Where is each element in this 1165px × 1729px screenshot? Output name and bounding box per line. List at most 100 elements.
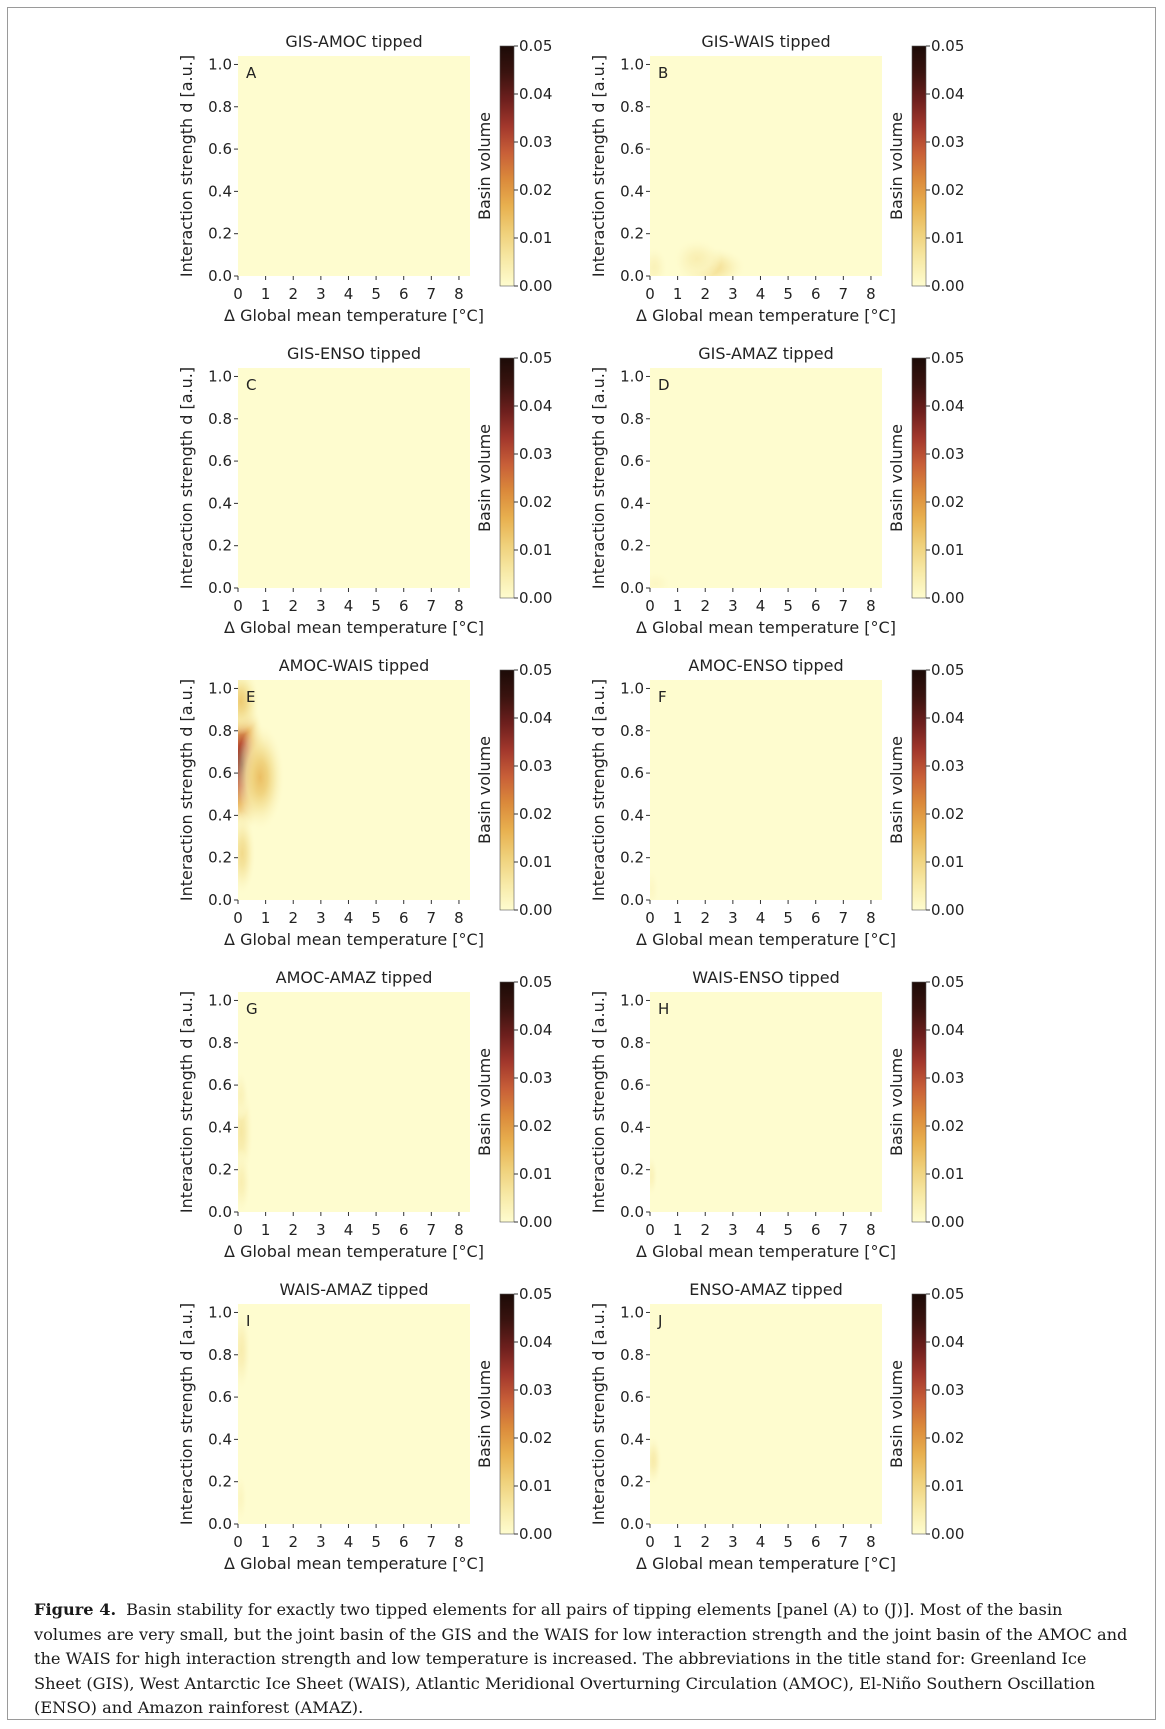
colorbar-tick-label: 0.02	[931, 1117, 964, 1135]
colorbar-tick-label: 0.05	[931, 37, 964, 55]
colorbar	[911, 357, 927, 599]
y-axis-label: Interaction strength d [a.u.]	[177, 991, 196, 1213]
heatmap-background-D	[650, 368, 882, 588]
y-tick-label: 0.2	[208, 1473, 232, 1491]
x-tick-label: 2	[700, 1533, 710, 1551]
figure-caption: Figure 4. Basin stability for exactly two…	[34, 1598, 1134, 1721]
y-tick-label: 0.0	[208, 267, 232, 285]
colorbar	[499, 669, 515, 911]
x-tick-label: 3	[728, 597, 738, 615]
x-tick-label: 4	[756, 597, 766, 615]
x-tick-label: 2	[288, 909, 298, 927]
panel-J: J ENSO-AMAZ tipped 0.0 0.2 0.4 0.6 0.8 1.0 0 1 2 3 4…	[589, 1280, 964, 1573]
panel-title: WAIS-ENSO tipped	[692, 968, 839, 987]
colorbar-tick-label: 0.04	[519, 1333, 552, 1351]
x-tick-label: 3	[728, 285, 738, 303]
x-tick-label: 6	[811, 1533, 821, 1551]
x-tick-label: 8	[454, 1221, 464, 1239]
colorbar-tick-label: 0.00	[931, 901, 964, 919]
x-tick-label: 1	[261, 285, 271, 303]
panel-title: GIS-AMOC tipped	[285, 32, 422, 51]
colorbar-label: Basin volume	[475, 424, 494, 532]
colorbar-tick-label: 0.03	[931, 757, 964, 775]
x-tick-label: 3	[316, 1533, 326, 1551]
panel-C: C GIS-ENSO tipped 0.0 0.2 0.4 0.6 0.8 1.0 0 1 2 3 4 5…	[177, 344, 552, 637]
colorbar-label: Basin volume	[475, 112, 494, 220]
x-tick-label: 4	[344, 1533, 354, 1551]
heatmap-blob	[650, 868, 660, 900]
x-tick-label: 7	[427, 597, 437, 615]
y-tick-label: 0.8	[208, 410, 232, 428]
heatmap-background-H	[650, 992, 882, 1212]
colorbar-tick-label: 0.01	[519, 541, 552, 559]
y-tick-label: 1.0	[620, 679, 644, 697]
colorbar-tick-label: 0.00	[931, 589, 964, 607]
y-axis-label: Interaction strength d [a.u.]	[589, 991, 608, 1213]
y-tick-label: 0.2	[208, 1161, 232, 1179]
y-tick-label: 0.4	[620, 494, 644, 512]
colorbar	[911, 45, 927, 287]
x-tick-label: 7	[427, 909, 437, 927]
x-axis-label: Δ Global mean temperature [°C]	[224, 618, 484, 637]
panel-title: GIS-WAIS tipped	[701, 32, 830, 51]
panel-title: WAIS-AMAZ tipped	[280, 1280, 429, 1299]
x-tick-label: 8	[454, 1533, 464, 1551]
colorbar-label: Basin volume	[475, 1048, 494, 1156]
colorbar-tick-label: 0.03	[519, 1069, 552, 1087]
y-tick-label: 0.6	[208, 1076, 232, 1094]
y-tick-label: 0.8	[208, 98, 232, 116]
colorbar-tick-label: 0.04	[931, 397, 964, 415]
x-tick-label: 5	[371, 1533, 381, 1551]
colorbar-tick-label: 0.02	[931, 1429, 964, 1447]
x-tick-label: 3	[316, 285, 326, 303]
x-tick-label: 3	[728, 1533, 738, 1551]
panel-letter: F	[658, 688, 667, 706]
heatmap-blob	[238, 680, 261, 735]
colorbar	[911, 669, 927, 911]
colorbar-tick-label: 0.01	[931, 229, 964, 247]
x-tick-label: 3	[316, 597, 326, 615]
y-tick-label: 0.8	[208, 1034, 232, 1052]
colorbar-label: Basin volume	[887, 424, 906, 532]
x-tick-label: 6	[399, 285, 409, 303]
x-tick-label: 8	[454, 909, 464, 927]
x-tick-label: 2	[700, 285, 710, 303]
colorbar-tick-label: 0.04	[519, 1021, 552, 1039]
x-tick-label: 2	[700, 1221, 710, 1239]
y-tick-label: 0.6	[620, 1388, 644, 1406]
heatmap-blob	[238, 811, 256, 896]
panel-G: G AMOC-AMAZ tipped 0.0 0.2 0.4 0.6 0.8 1.0 0 1 2 3 4…	[177, 968, 552, 1261]
panel-title: GIS-ENSO tipped	[287, 344, 421, 363]
y-tick-label: 1.0	[208, 679, 232, 697]
colorbar-tick-label: 0.03	[931, 1069, 964, 1087]
y-tick-label: 0.2	[620, 537, 644, 555]
x-tick-label: 4	[344, 1221, 354, 1239]
x-tick-label: 5	[783, 909, 793, 927]
x-tick-label: 5	[371, 285, 381, 303]
x-tick-label: 1	[673, 285, 683, 303]
y-axis-label: Interaction strength d [a.u.]	[589, 1303, 608, 1525]
y-tick-label: 0.4	[620, 1430, 644, 1448]
panel-letter: I	[246, 1312, 250, 1330]
x-tick-label: 5	[371, 1221, 381, 1239]
x-tick-label: 5	[371, 597, 381, 615]
heatmap-background-I	[238, 1304, 470, 1524]
x-tick-label: 7	[839, 1221, 849, 1239]
colorbar-tick-label: 0.01	[519, 229, 552, 247]
y-axis-label: Interaction strength d [a.u.]	[589, 367, 608, 589]
x-tick-label: 3	[316, 1221, 326, 1239]
y-tick-label: 0.0	[208, 1515, 232, 1533]
heatmap-background-C	[238, 368, 470, 588]
panel-A: A GIS-AMOC tipped 0.0 0.2 0.4 0.6 0.8 1.0 0 1 2 3 4 5…	[177, 32, 552, 325]
y-tick-label: 0.0	[208, 1203, 232, 1221]
x-axis-label: Δ Global mean temperature [°C]	[636, 306, 896, 325]
colorbar-tick-label: 0.02	[931, 805, 964, 823]
caption-label: Figure 4.	[34, 1600, 117, 1619]
x-tick-label: 1	[673, 1533, 683, 1551]
x-axis-label: Δ Global mean temperature [°C]	[636, 1242, 896, 1261]
colorbar-tick-label: 0.02	[931, 181, 964, 199]
colorbar-tick-label: 0.03	[931, 445, 964, 463]
y-tick-label: 0.8	[620, 1346, 644, 1364]
colorbar-tick-label: 0.05	[931, 349, 964, 367]
colorbar-tick-label: 0.02	[519, 1429, 552, 1447]
